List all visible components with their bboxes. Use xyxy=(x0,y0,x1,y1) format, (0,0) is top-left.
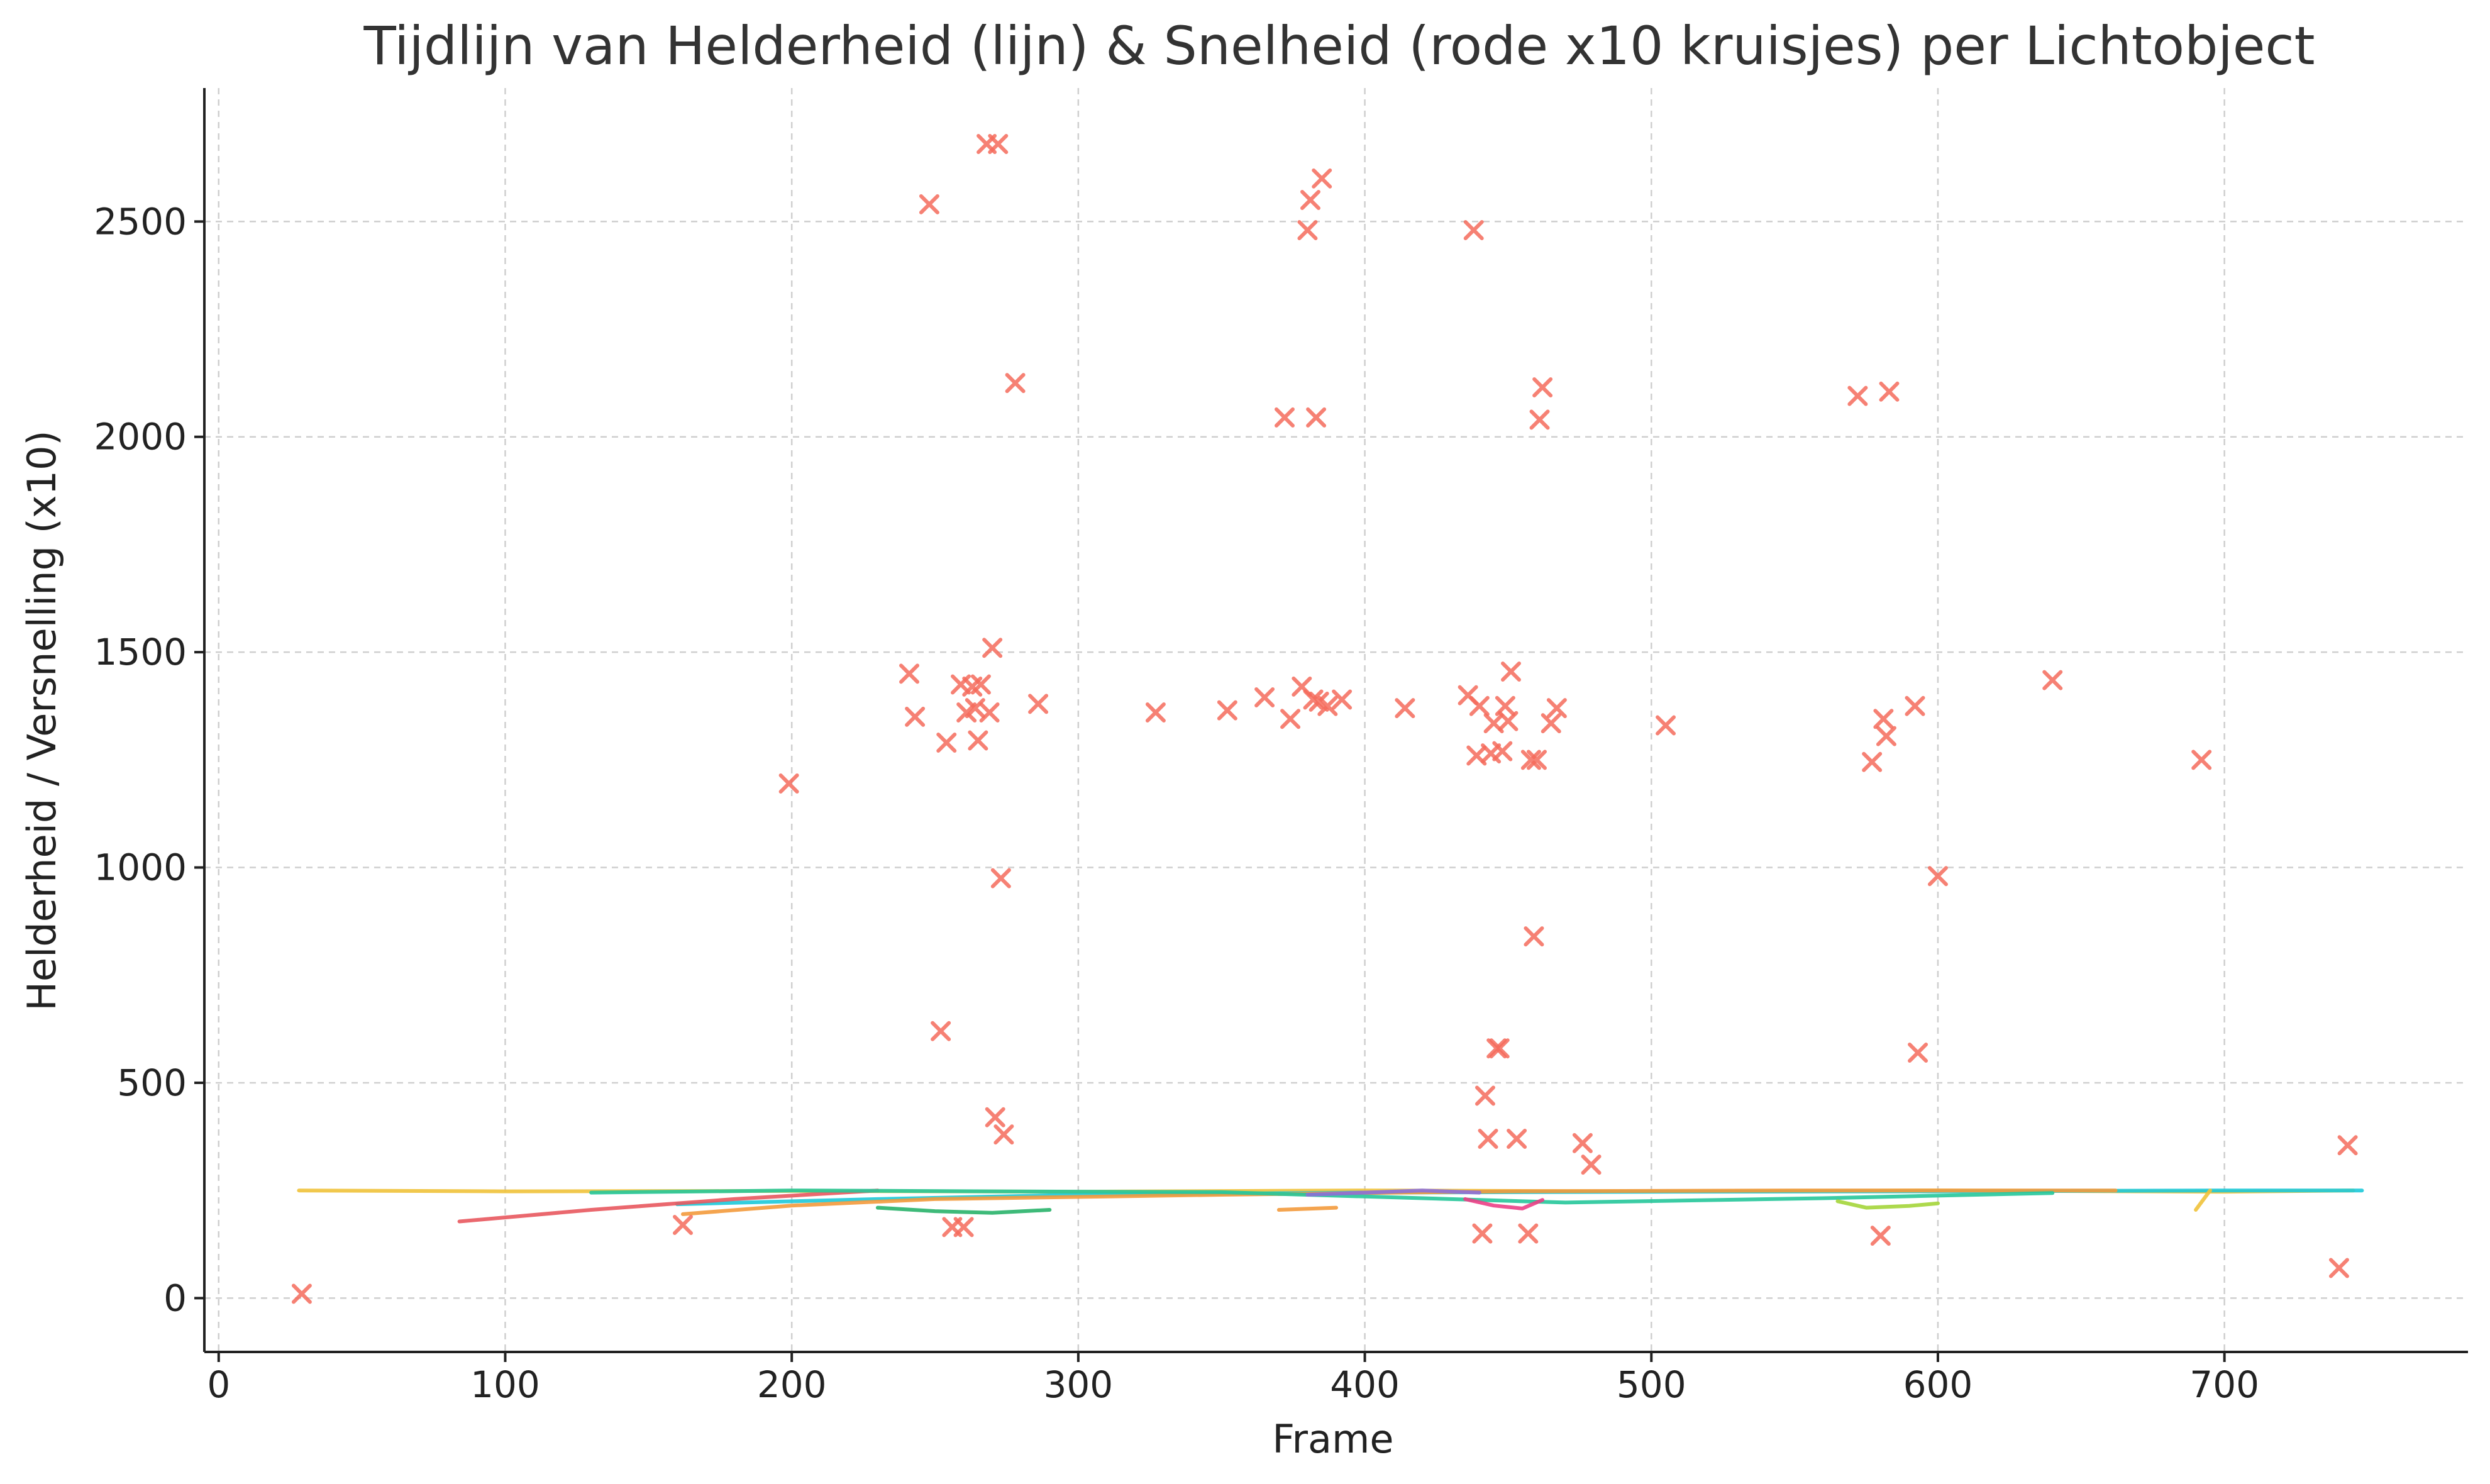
speed-marker xyxy=(1876,726,1896,746)
x-tick-label: 0 xyxy=(207,1363,230,1406)
speed-marker xyxy=(1145,702,1166,723)
speed-marker xyxy=(1475,1085,1495,1106)
speed-marker xyxy=(1905,695,1925,716)
speed-marker xyxy=(1518,1223,1539,1244)
brightness-line xyxy=(1463,1197,1545,1210)
speed-marker xyxy=(1870,1226,1891,1246)
speed-marker xyxy=(1280,709,1301,729)
speed-marker xyxy=(1332,689,1353,710)
speed-marker xyxy=(1469,695,1490,716)
speed-marker xyxy=(931,1021,951,1041)
brightness-line xyxy=(2194,1188,2212,1212)
speed-marker xyxy=(2337,1135,2358,1156)
chart-title: Tijdlijn van Helderheid (lijn) & Snelhei… xyxy=(363,15,2315,77)
speed-marker xyxy=(2328,1258,2349,1278)
x-tick-label: 400 xyxy=(1330,1363,1400,1406)
speed-marker xyxy=(1297,219,1318,240)
speed-marker xyxy=(1478,1129,1498,1149)
tick-labels: 0 100 200 300 400 500 600 700 0 500 1000 1500 2000 25… xyxy=(94,200,2259,1406)
x-tick-label: 300 xyxy=(1044,1363,1114,1406)
speed-marker xyxy=(899,663,920,684)
speed-marker xyxy=(1572,1132,1593,1153)
speed-marker xyxy=(1656,715,1676,736)
speed-marker xyxy=(1317,695,1338,716)
speed-marker xyxy=(1862,751,1883,772)
speed-marker xyxy=(1546,698,1567,719)
speed-marker xyxy=(778,773,799,794)
speed-marker xyxy=(988,134,1009,155)
y-tick-label: 1500 xyxy=(94,631,187,673)
speed-marker xyxy=(2191,750,2212,770)
speed-marker xyxy=(1028,694,1049,714)
speed-marker xyxy=(1581,1155,1602,1175)
y-tick-label: 1000 xyxy=(94,846,187,889)
brightness-line xyxy=(457,1188,880,1224)
x-tick-label: 200 xyxy=(757,1363,827,1406)
speed-marker xyxy=(1526,750,1547,770)
speed-marker xyxy=(968,730,988,751)
x-axis-label: Frame xyxy=(1272,1416,1393,1462)
speed-marker xyxy=(1486,1038,1507,1059)
speed-marker xyxy=(905,706,926,727)
y-tick-label: 0 xyxy=(163,1276,187,1319)
y-tick-label: 2500 xyxy=(94,200,187,243)
y-axis-label: Helderheid / Versnelling (x10) xyxy=(19,430,65,1011)
speed-marker xyxy=(1541,713,1561,734)
x-tick-label: 500 xyxy=(1617,1363,1686,1406)
speed-marker xyxy=(1217,700,1237,721)
speed-marker xyxy=(936,732,957,753)
speed-marker xyxy=(953,1217,974,1238)
speed-marker xyxy=(1303,689,1324,710)
brightness-line xyxy=(589,1188,2055,1205)
x-tick-label: 700 xyxy=(2189,1363,2259,1406)
speed-marker xyxy=(985,1107,1005,1127)
speed-marker xyxy=(1532,377,1553,397)
speed-marker xyxy=(1529,409,1550,430)
speed-marker xyxy=(1492,741,1513,761)
speed-marker xyxy=(919,194,939,214)
speed-marker xyxy=(982,638,1003,658)
speed-markers xyxy=(291,134,2358,1304)
speed-marker xyxy=(1254,687,1275,708)
speed-marker xyxy=(970,674,991,695)
speed-marker xyxy=(1520,750,1541,770)
brightness-line xyxy=(1835,1199,1940,1210)
x-tick-label: 100 xyxy=(470,1363,540,1406)
speed-marker xyxy=(1879,381,1900,402)
speed-marker xyxy=(1524,926,1544,947)
brightness-line xyxy=(1305,1188,1481,1197)
speed-marker xyxy=(1847,385,1868,406)
y-tick-label: 500 xyxy=(117,1061,187,1104)
axes xyxy=(203,88,2468,1353)
speed-marker xyxy=(291,1283,312,1304)
brightness-line xyxy=(681,1188,2118,1216)
y-tick-label: 2000 xyxy=(94,416,187,458)
x-tick-label: 600 xyxy=(1903,1363,1973,1406)
speed-marker xyxy=(1472,1223,1493,1244)
speed-marker xyxy=(1908,1043,1928,1063)
speed-marker xyxy=(673,1214,694,1235)
speed-marker xyxy=(1873,709,1894,729)
speed-marker xyxy=(990,868,1011,889)
speed-marker xyxy=(1300,190,1320,211)
speed-marker xyxy=(1489,1038,1510,1059)
brightness-line xyxy=(1276,1205,1338,1212)
speed-marker xyxy=(1312,168,1332,189)
speed-marker xyxy=(979,702,1000,723)
brightness-line xyxy=(875,1205,1052,1215)
speed-marker xyxy=(1395,698,1415,719)
speed-marker xyxy=(1463,219,1484,240)
speed-marker xyxy=(2042,670,2063,690)
speed-marker xyxy=(1274,407,1295,428)
speed-marker xyxy=(1498,711,1519,731)
speed-marker xyxy=(993,1124,1014,1145)
speed-marker xyxy=(1507,1129,1527,1149)
speed-marker xyxy=(1005,373,1026,394)
speed-marker xyxy=(1927,866,1948,887)
grid-lines xyxy=(204,88,2468,1352)
speed-marker xyxy=(1500,661,1521,682)
speed-marker xyxy=(1306,407,1327,428)
brightness-lines xyxy=(297,1188,2364,1224)
